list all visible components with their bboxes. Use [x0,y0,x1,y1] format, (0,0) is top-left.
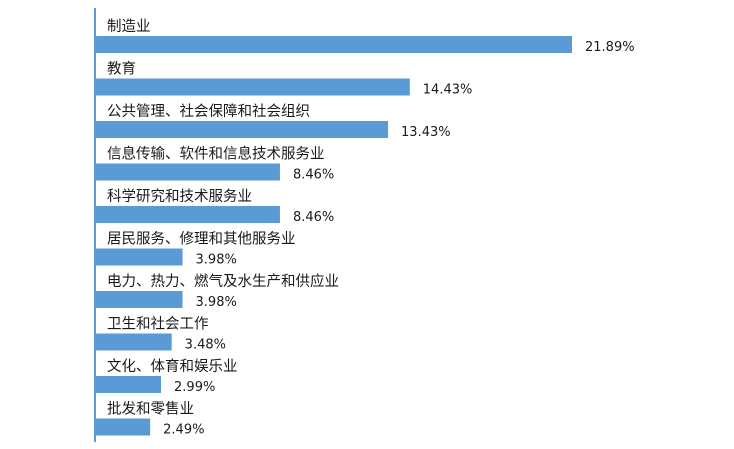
category-label: 电力、热力、燃气及水生产和供应业 [107,272,339,290]
bar-row: 信息传输、软件和信息技术服务业 8.46% [96,146,334,183]
value-label: 21.89% [585,40,635,55]
category-label: 制造业 [107,18,151,35]
value-label: 3.48% [185,338,226,353]
value-label: 2.49% [163,423,204,438]
category-label: 卫生和社会工作 [107,316,209,333]
category-label: 文化、体育和娱乐业 [107,358,238,375]
bar-row: 科学研究和技术服务业 8.46% [96,188,334,225]
category-label: 批发和零售业 [107,401,194,418]
category-label: 信息传输、软件和信息技术服务业 [107,146,325,163]
bar [96,248,183,266]
bar [96,121,389,138]
bar-row: 教育 14.43% [96,61,472,98]
value-label: 3.98% [196,253,237,268]
bar-row: 文化、体育和娱乐业 2.99% [96,358,238,395]
value-label: 13.43% [401,125,451,140]
category-label: 公共管理、社会保障和社会组织 [107,102,310,120]
value-label: 14.43% [423,83,473,98]
bar [96,418,151,436]
bar-row: 居民服务、修理和其他服务业 3.98% [96,231,296,268]
bar [96,163,280,181]
bar [96,376,162,393]
value-label: 8.46% [293,210,334,225]
bar-row: 制造业 21.89% [96,18,635,55]
value-label: 2.99% [174,380,215,395]
bar-row: 公共管理、社会保障和社会组织 13.43% [96,102,451,140]
bar [96,206,280,223]
bar-row: 电力、热力、燃气及水生产和供应业 3.98% [96,272,339,310]
bar [96,291,183,308]
bar [96,333,172,351]
value-label: 8.46% [293,168,334,183]
bar-row: 批发和零售业 2.49% [96,401,204,438]
value-label: 3.98% [196,295,237,310]
bar-row: 卫生和社会工作 3.48% [96,316,226,353]
category-label: 科学研究和技术服务业 [107,188,252,205]
category-label: 居民服务、修理和其他服务业 [107,231,296,248]
bar [96,78,410,96]
bar [96,36,572,53]
category-label: 教育 [107,61,136,78]
